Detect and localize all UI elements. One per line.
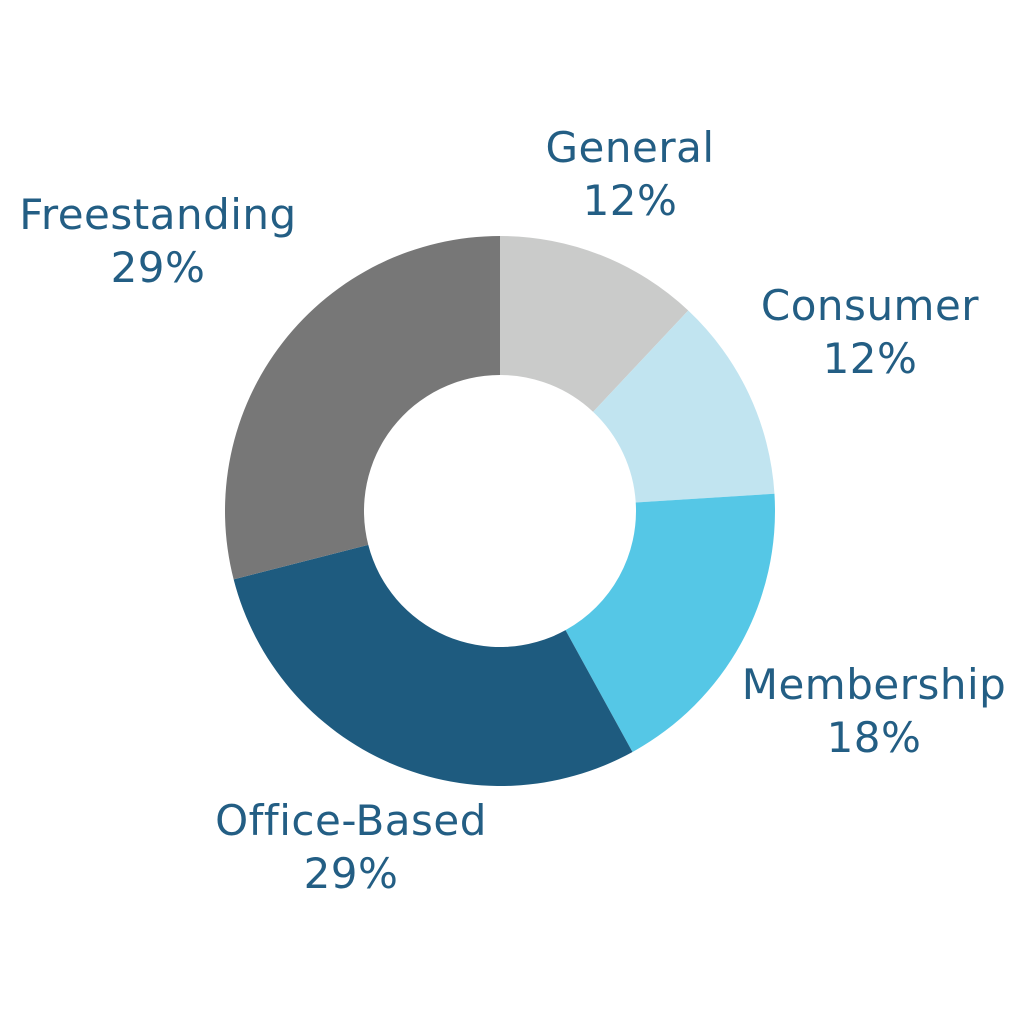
segment-name: Freestanding <box>19 190 297 239</box>
segment-label-general: General 12% <box>545 121 714 227</box>
segment-percent: 29% <box>110 243 206 292</box>
segment-label-office-based: Office-Based 29% <box>215 794 487 900</box>
segment-name: Office-Based <box>215 796 487 845</box>
donut-segment-general <box>500 236 689 412</box>
segment-percent: 12% <box>582 176 678 225</box>
segment-name: Membership <box>741 660 1007 709</box>
segment-label-consumer: Consumer 12% <box>761 279 979 385</box>
segment-name: Consumer <box>760 281 980 330</box>
donut-segment-membership <box>565 493 776 752</box>
segment-percent: 18% <box>826 713 922 762</box>
segment-percent: 29% <box>303 849 399 898</box>
donut-segment-consumer <box>593 310 775 503</box>
segment-label-membership: Membership 18% <box>742 658 1007 764</box>
donut-segment-office-based <box>233 544 633 786</box>
segment-label-freestanding: Freestanding 29% <box>19 188 296 294</box>
segment-percent: 12% <box>822 334 918 383</box>
donut-segment-freestanding <box>225 235 501 580</box>
segment-name: General <box>545 123 715 172</box>
